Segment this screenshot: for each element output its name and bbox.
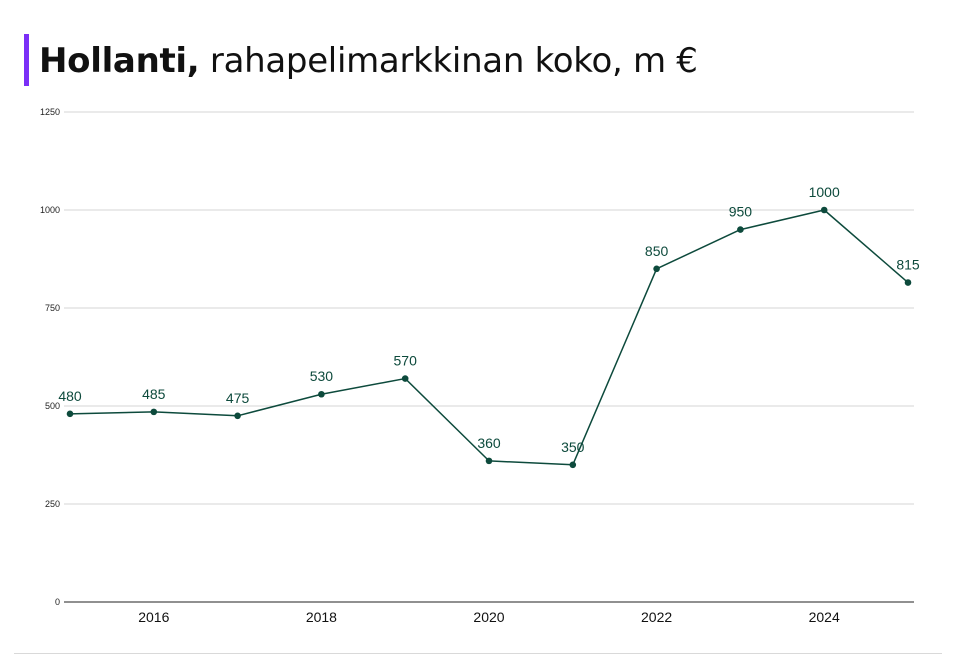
y-tick-label: 0 — [55, 597, 60, 607]
data-point — [653, 265, 660, 273]
y-tick-label: 1000 — [40, 205, 60, 215]
data-point — [66, 410, 74, 418]
title-bold: Hollanti, — [39, 41, 200, 81]
data-point — [318, 390, 325, 398]
x-tick-label: 2022 — [641, 609, 672, 625]
bottom-divider — [14, 653, 942, 654]
data-point — [737, 226, 744, 233]
data-point — [150, 408, 158, 416]
data-label: 815 — [896, 257, 920, 273]
x-tick-label: 2016 — [138, 609, 169, 625]
data-point — [569, 461, 577, 469]
data-label: 570 — [394, 353, 418, 369]
data-label: 480 — [58, 388, 82, 404]
x-tick-label: 2020 — [473, 609, 504, 625]
data-label: 950 — [729, 204, 753, 220]
x-tick-label: 2018 — [306, 609, 337, 625]
x-tick-label: 2024 — [809, 609, 840, 625]
y-tick-label: 750 — [45, 303, 60, 313]
data-point — [820, 206, 828, 214]
data-label: 530 — [310, 368, 334, 384]
data-point — [401, 375, 409, 382]
data-label: 475 — [226, 390, 250, 406]
y-tick-label: 250 — [45, 499, 60, 509]
data-label: 360 — [477, 435, 501, 451]
data-label: 850 — [645, 243, 669, 259]
data-label: 1000 — [809, 184, 840, 200]
y-tick-label: 500 — [45, 401, 60, 411]
data-label: 350 — [561, 439, 585, 455]
title-accent-bar — [24, 34, 29, 86]
data-label: 485 — [142, 386, 166, 402]
title-rest: rahapelimarkkinan koko, m € — [199, 41, 698, 81]
data-point — [485, 457, 493, 465]
page-title: Hollanti, rahapelimarkkinan koko, m € — [39, 40, 698, 82]
series-line — [69, 209, 909, 466]
y-tick-label: 1250 — [40, 107, 60, 117]
data-point — [904, 279, 912, 286]
data-point — [234, 412, 241, 420]
